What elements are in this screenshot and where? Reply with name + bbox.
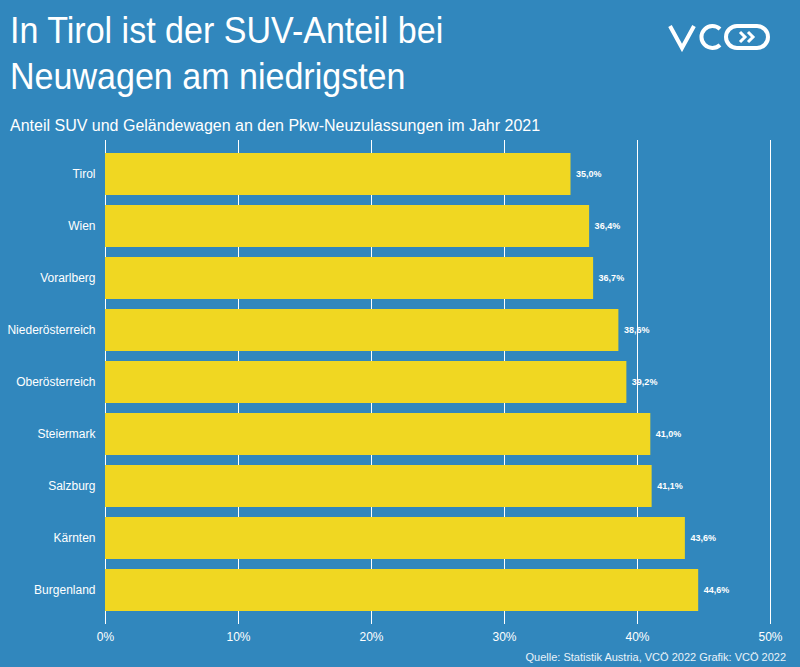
svg-text:36,7%: 36,7% <box>599 273 625 283</box>
svg-text:20%: 20% <box>359 630 383 644</box>
svg-text:Steiermark: Steiermark <box>37 427 96 441</box>
svg-text:Tirol: Tirol <box>73 167 96 181</box>
svg-text:Niederösterreich: Niederösterreich <box>7 323 95 337</box>
svg-text:Burgenland: Burgenland <box>34 583 95 597</box>
svg-text:0%: 0% <box>97 630 115 644</box>
svg-text:41,1%: 41,1% <box>657 481 683 491</box>
svg-text:10%: 10% <box>226 630 250 644</box>
svg-text:39,2%: 39,2% <box>632 377 658 387</box>
svg-text:40%: 40% <box>625 630 649 644</box>
html-text:Quelle: Statistik Austria, VCÖ: Quelle: Statistik Austria, VCÖ 2022 Graf… <box>525 651 786 663</box>
svg-text:30%: 30% <box>492 630 516 644</box>
svg-text:41,0%: 41,0% <box>656 429 682 439</box>
html-text:Anteil SUV und Geländewagen an: Anteil SUV und Geländewagen an den Pkw-N… <box>10 117 541 134</box>
svg-text:Vorarlberg: Vorarlberg <box>40 271 95 285</box>
svg-text:Salzburg: Salzburg <box>48 479 95 493</box>
svg-text:50%: 50% <box>758 630 782 644</box>
svg-text:Kärnten: Kärnten <box>53 531 95 545</box>
svg-text:36,4%: 36,4% <box>595 221 621 231</box>
svg-text:44,6%: 44,6% <box>704 585 730 595</box>
svg-text:Wien: Wien <box>68 219 95 233</box>
svg-text:43,6%: 43,6% <box>690 533 716 543</box>
svg-text:38,6%: 38,6% <box>624 325 650 335</box>
html-text:In Tirol ist der SUV-Anteil be: In Tirol ist der SUV-Anteil bei Neuwagen… <box>10 10 444 97</box>
svg-text:Oberösterreich: Oberösterreich <box>16 375 95 389</box>
svg-text:35,0%: 35,0% <box>576 169 602 179</box>
